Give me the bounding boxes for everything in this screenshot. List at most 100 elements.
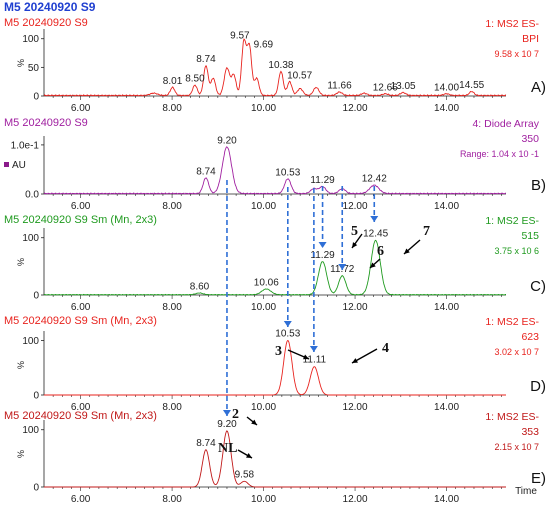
panel-letter: C) <box>530 278 546 295</box>
compound-label: 7 <box>423 224 430 239</box>
x-tick-label: 8.00 <box>162 103 182 114</box>
panel-letter: B) <box>531 177 546 194</box>
panel-right-label: 4: Diode Array <box>472 118 539 130</box>
peak-label: 11.11 <box>303 355 327 366</box>
peak-label: 8.74 <box>196 166 216 177</box>
page-title: M5 20240920 S9 <box>4 0 96 14</box>
chart-panel-e: M5 20240920 S9 Sm (Mn, 2x3) 1: MS2 ES- 353… <box>4 410 546 505</box>
y-tick-label: 0 <box>33 483 39 494</box>
panel-right-label: 350 <box>521 133 539 145</box>
peak-label: 14.00 <box>434 82 459 93</box>
peak-label: 8.74 <box>196 438 216 449</box>
guide-arrowhead <box>338 264 347 270</box>
peak-label: 9.57 <box>230 31 250 42</box>
x-tick-label: 10.00 <box>251 103 276 114</box>
chart-panel-b: M5 20240920 S9 4: Diode Array 350 Range: 1.… <box>4 117 546 212</box>
series-trace <box>43 146 506 195</box>
x-tick-label: 8.00 <box>162 402 182 413</box>
y-axis-label: % <box>16 258 26 266</box>
peak-label: 8.01 <box>163 76 183 87</box>
panel-right-label: BPI <box>522 33 539 45</box>
peak-label: 11.66 <box>327 81 352 92</box>
panel-right-label: 353 <box>521 426 539 438</box>
guide-arrowhead <box>370 216 379 222</box>
annotation-arrowhead <box>370 262 376 268</box>
annotation-arrowhead <box>246 453 252 458</box>
peak-label: 10.38 <box>268 60 293 71</box>
x-tick-label: 14.00 <box>434 201 459 212</box>
panel-sample-name: M5 20240920 S9 <box>4 17 88 29</box>
panel-right-label: 1: MS2 ES- <box>485 316 539 328</box>
x-tick-label: 6.00 <box>71 494 91 505</box>
guide-arrowhead <box>309 346 318 352</box>
chart-panel-d: M5 20240920 S9 Sm (Mn, 2x3) 1: MS2 ES- 623… <box>4 315 546 413</box>
peak-label: 10.57 <box>287 70 312 81</box>
y-tick-label: 0 <box>33 291 39 302</box>
y-tick-label: 100 <box>22 336 39 347</box>
peak-label: 10.06 <box>254 277 279 288</box>
panel-right-label: 9.58 x 10 7 <box>494 49 539 59</box>
peak-label: 11.29 <box>310 175 335 186</box>
y-tick-label: 0.0 <box>25 190 39 201</box>
x-tick-label: 14.00 <box>434 494 459 505</box>
annotation-arrowhead <box>251 419 257 425</box>
x-axis-label: Time <box>515 486 537 497</box>
y-axis-label: % <box>16 450 26 458</box>
peak-label: 12.66 <box>373 82 398 93</box>
x-tick-label: 14.00 <box>434 302 459 313</box>
series-trace <box>43 38 507 97</box>
chart-panel-a: M5 20240920 S9 1: MS2 ES- BPI 9.58 x 10 7% 0… <box>4 17 546 114</box>
y-tick-label: 50 <box>28 63 40 74</box>
x-tick-label: 12.00 <box>343 302 368 313</box>
series-trace <box>44 430 506 488</box>
series-trace <box>43 239 506 296</box>
series-trace <box>44 340 506 396</box>
x-tick-label: 6.00 <box>71 302 91 313</box>
y-tick-label: 100 <box>22 34 39 45</box>
annotation-arrowhead <box>303 354 309 360</box>
y-tick-label: 100 <box>22 425 39 436</box>
guide-arrowhead <box>283 321 292 327</box>
annotation-arrowhead <box>404 248 410 254</box>
compound-label: 5 <box>351 224 358 239</box>
peak-label: 12.42 <box>362 174 387 185</box>
compound-label: 6 <box>377 244 384 259</box>
panel-sample-name: M5 20240920 S9 <box>4 117 88 129</box>
panel-right-label: 1: MS2 ES- <box>485 411 539 423</box>
panel-right-label: Range: 1.04 x 10 -1 <box>460 149 539 159</box>
y-axis-label: % <box>16 59 26 67</box>
peak-label: 13.05 <box>391 81 416 92</box>
y-tick-label: 1.0e-1 <box>11 140 40 151</box>
compound-label: 4 <box>382 341 389 356</box>
peak-label: 9.20 <box>217 419 237 430</box>
panel-right-label: 3.75 x 10 6 <box>494 246 539 256</box>
panel-right-label: 1: MS2 ES- <box>485 18 539 30</box>
guide-arrowhead <box>318 242 327 248</box>
annotation-arrowhead <box>352 358 358 363</box>
x-tick-label: 12.00 <box>343 494 368 505</box>
peak-label: 9.20 <box>217 135 237 146</box>
peak-label: 8.60 <box>190 281 210 292</box>
panel-letter: A) <box>531 79 546 96</box>
x-tick-label: 8.00 <box>162 302 182 313</box>
annotation-arrowhead <box>352 242 358 248</box>
peak-label: 9.58 <box>235 469 255 480</box>
panel-sample-name: M5 20240920 S9 Sm (Mn, 2x3) <box>4 315 157 327</box>
x-tick-label: 12.00 <box>343 402 368 413</box>
peak-label: 10.53 <box>275 167 300 178</box>
guide-arrowhead <box>222 410 231 416</box>
peak-label: 8.74 <box>196 54 216 65</box>
x-tick-label: 6.00 <box>71 402 91 413</box>
compound-label: 3 <box>275 344 282 359</box>
y-tick-label: 0 <box>33 92 39 103</box>
x-tick-label: 8.00 <box>162 201 182 212</box>
y-axis-label: AU <box>12 160 26 171</box>
x-tick-label: 10.00 <box>251 201 276 212</box>
panel-sample-name: M5 20240920 S9 Sm (Mn, 2x3) <box>4 214 157 226</box>
panel-letter: D) <box>530 378 546 395</box>
panel-right-label: 623 <box>521 331 539 343</box>
peak-label: 14.55 <box>459 80 484 91</box>
panel-right-label: 1: MS2 ES- <box>485 215 539 227</box>
panel-letter: E) <box>531 470 546 487</box>
x-tick-label: 10.00 <box>251 302 276 313</box>
